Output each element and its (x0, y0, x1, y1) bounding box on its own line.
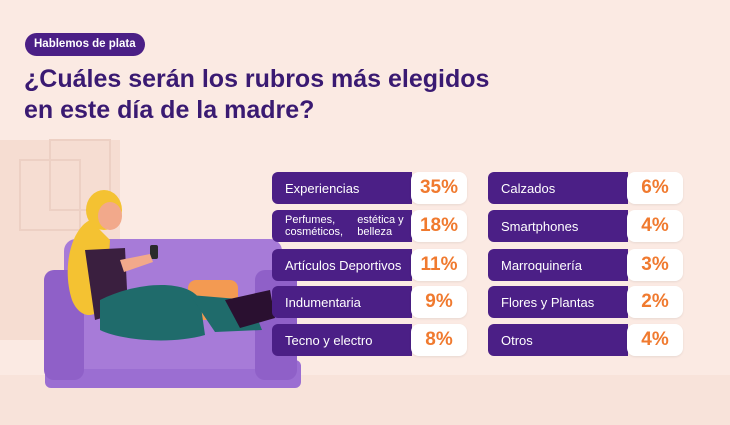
category-value: 3% (627, 249, 683, 281)
category-label: Artículos Deportivos (272, 249, 412, 281)
category-label-line-1: Perfumes, cosméticos, (285, 214, 344, 238)
category-label: Indumentaria (272, 286, 412, 318)
category-row: Tecno y electro 8% (272, 324, 467, 356)
category-value: 4% (627, 324, 683, 356)
category-label: Calzados (488, 172, 628, 204)
category-value: 35% (411, 172, 467, 204)
category-row: Smartphones 4% (488, 210, 683, 242)
title-line-1: ¿Cuáles serán los rubros más elegidos (24, 65, 490, 93)
category-badge: Hablemos de plata (25, 33, 145, 56)
category-row: Indumentaria 9% (272, 286, 467, 318)
category-row: Experiencias 35% (272, 172, 467, 204)
category-row: Otros 4% (488, 324, 683, 356)
arm (120, 254, 153, 272)
category-label: Smartphones (488, 210, 628, 242)
category-label: Otros (488, 324, 628, 356)
category-value: 4% (627, 210, 683, 242)
category-row: Perfumes, cosméticos, estética y belleza… (272, 210, 467, 242)
category-value: 2% (627, 286, 683, 318)
category-value: 6% (627, 172, 683, 204)
phone (150, 245, 158, 259)
category-row: Marroquinería 3% (488, 249, 683, 281)
background-window-right (49, 139, 111, 211)
category-value: 8% (411, 324, 467, 356)
category-label: Perfumes, cosméticos, estética y belleza (272, 210, 412, 242)
category-row: Artículos Deportivos 11% (272, 249, 467, 281)
category-label: Flores y Plantas (488, 286, 628, 318)
category-row: Flores y Plantas 2% (488, 286, 683, 318)
title-line-2: en este día de la madre? (24, 96, 315, 124)
category-label: Marroquinería (488, 249, 628, 281)
category-label: Tecno y electro (272, 324, 412, 356)
face (98, 202, 122, 230)
category-label: Experiencias (272, 172, 412, 204)
category-row: Calzados 6% (488, 172, 683, 204)
category-value: 9% (411, 286, 467, 318)
shoes (225, 290, 275, 328)
category-label-line-2: estética y belleza (357, 214, 404, 238)
page-title: ¿Cuáles serán los rubros más elegidos en… (24, 64, 584, 126)
category-value: 11% (411, 249, 467, 281)
category-value: 18% (411, 210, 467, 242)
pants (100, 285, 205, 341)
